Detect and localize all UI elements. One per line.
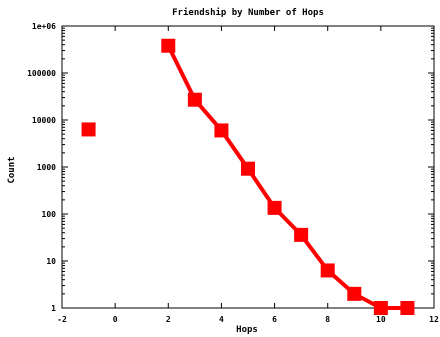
series-layer xyxy=(81,38,415,315)
x-tick-label: 4 xyxy=(219,315,224,324)
chart-title: Friendship by Number of Hops xyxy=(172,7,324,18)
series-line xyxy=(166,44,408,310)
data-point-marker xyxy=(373,301,388,315)
y-tick-label: 1e+06 xyxy=(32,22,56,31)
y-tick-label: 100000 xyxy=(27,69,56,78)
x-tick-label: -2 xyxy=(57,315,67,324)
x-tick-label: 10 xyxy=(376,315,386,324)
data-point-marker xyxy=(81,122,96,137)
data-point-marker xyxy=(214,123,229,138)
data-point-marker xyxy=(347,286,362,301)
x-axis-label: Hops xyxy=(236,325,258,335)
y-tick-label: 1 xyxy=(51,304,56,313)
data-point-marker xyxy=(187,92,202,107)
data-point-marker xyxy=(320,263,335,278)
x-tick-label: 0 xyxy=(113,315,118,324)
y-axis-label: Count xyxy=(7,156,17,183)
data-point-marker xyxy=(400,301,415,315)
y-axis: 1 10 100 1000 10000 100000 1e+06 xyxy=(27,22,434,313)
data-point-marker xyxy=(241,161,255,176)
x-axis: -2 0 2 4 6 8 10 12 xyxy=(57,26,439,324)
data-point-marker xyxy=(161,38,176,53)
x-tick-label: 6 xyxy=(272,315,277,324)
y-tick-label: 100 xyxy=(42,210,57,219)
data-point-marker xyxy=(294,227,309,242)
data-point-marker xyxy=(267,200,282,215)
y-tick-label: 10000 xyxy=(32,116,56,125)
y-tick-label: 10 xyxy=(46,257,56,266)
x-tick-label: 8 xyxy=(325,315,330,324)
x-tick-label: 2 xyxy=(166,315,171,324)
y-tick-label: 1000 xyxy=(37,163,56,172)
x-tick-label: 12 xyxy=(429,315,439,324)
